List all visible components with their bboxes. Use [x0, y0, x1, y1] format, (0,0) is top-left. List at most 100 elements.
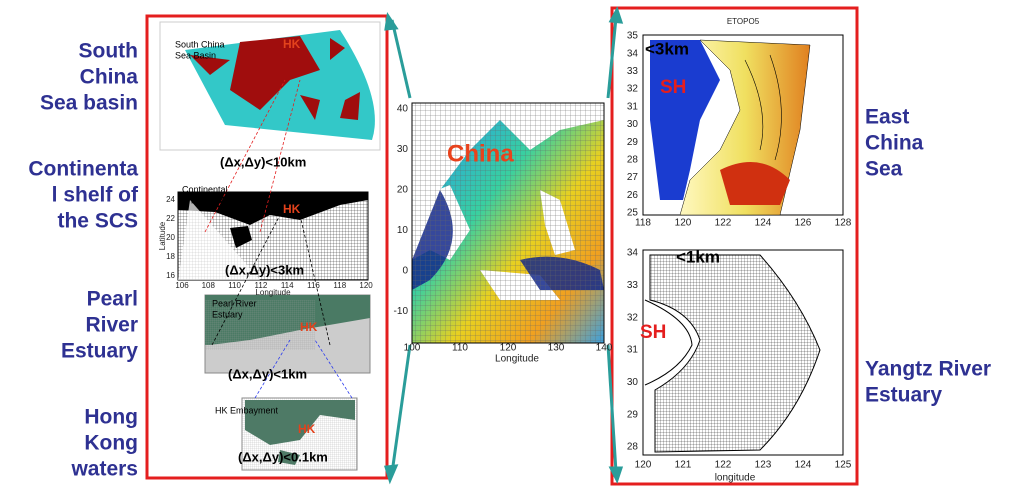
- y-tick-label: 20: [397, 185, 409, 196]
- location-marker: SH: [660, 77, 686, 98]
- zoom-lines: [204, 79, 353, 399]
- x-tick-label: 121: [675, 460, 692, 471]
- x-tick-label: 108: [202, 281, 216, 290]
- y-tick-label: 33: [627, 280, 639, 291]
- side-label: Continenta: [28, 158, 138, 181]
- resolution-label: (Δx,Δy)<3km: [225, 262, 304, 277]
- side-label: South: [79, 40, 138, 63]
- y-tick-label: 22: [166, 214, 175, 223]
- side-label: Sea: [865, 158, 903, 181]
- x-tick-label: 110: [228, 281, 241, 290]
- location-marker: HK: [300, 320, 318, 334]
- x-tick-label: 123: [755, 460, 772, 471]
- region-label: China: [447, 140, 514, 167]
- y-tick-label: 10: [397, 225, 409, 236]
- resolution-label: <3km: [645, 39, 689, 58]
- y-tick-label: 32: [627, 84, 639, 95]
- left-frame: [145, 14, 389, 480]
- yangtze-map: [642, 249, 844, 456]
- side-label: the SCS: [57, 210, 138, 233]
- y-tick-label: 31: [627, 345, 639, 356]
- resolution-label: (Δx,Δy)<0.1km: [238, 449, 328, 464]
- x-tick-label: 122: [715, 218, 732, 229]
- east-china-sea-map: [642, 34, 844, 216]
- side-label: Hong: [84, 406, 138, 429]
- side-label: Pearl: [87, 288, 138, 311]
- y-tick-label: -10: [394, 306, 409, 317]
- panel-title: Continental: [182, 184, 228, 194]
- x-tick-label: 118: [333, 281, 346, 290]
- y-axis-label: Latitude: [158, 221, 167, 250]
- resolution-label: (Δx,Δy)<10km: [220, 154, 306, 169]
- y-tick-label: 32: [627, 312, 639, 323]
- side-label: Estuary: [61, 340, 138, 363]
- resolution-label: <1km: [676, 247, 720, 266]
- x-tick-label: 120: [359, 281, 373, 290]
- x-axis-label: longitude: [715, 473, 756, 484]
- x-tick-label: 128: [835, 218, 852, 229]
- scs-basin-map: [159, 21, 381, 151]
- panel-title: HK Embayment: [215, 405, 279, 415]
- y-tick-label: 29: [627, 409, 639, 420]
- x-tick-label: 124: [795, 460, 812, 471]
- x-tick-label: 130: [548, 343, 565, 354]
- y-tick-label: 28: [627, 442, 639, 453]
- y-tick-label: 16: [166, 271, 175, 280]
- x-tick-label: 110: [452, 343, 468, 354]
- shelf-map: [177, 191, 369, 281]
- resolution-label: (Δx,Δy)<1km: [228, 366, 307, 381]
- y-tick-label: 30: [627, 377, 639, 388]
- connectors: [384, 6, 624, 485]
- y-tick-label: 35: [627, 31, 639, 42]
- x-tick-label: 124: [755, 218, 772, 229]
- y-tick-label: 20: [166, 233, 175, 242]
- x-tick-label: 120: [635, 460, 652, 471]
- x-tick-label: 140: [596, 343, 613, 354]
- panel-title: Pearl River: [212, 298, 257, 308]
- x-tick-label: 106: [175, 281, 189, 290]
- side-label: Estuary: [865, 384, 942, 407]
- x-tick-label: 100: [404, 343, 421, 354]
- location-marker: HK: [298, 422, 316, 436]
- center-map: [411, 102, 605, 344]
- panel-title: ETOPO5: [727, 17, 760, 26]
- x-tick-label: 116: [307, 281, 320, 290]
- y-tick-label: 26: [627, 190, 639, 201]
- y-tick-label: 31: [627, 101, 639, 112]
- y-tick-label: 0: [402, 266, 408, 277]
- y-tick-label: 27: [627, 172, 639, 183]
- y-tick-label: 30: [397, 144, 409, 155]
- x-tick-label: 118: [635, 218, 651, 229]
- side-label: River: [85, 314, 138, 337]
- x-tick-label: 120: [500, 343, 517, 354]
- y-tick-label: 34: [627, 48, 639, 59]
- location-marker: HK: [283, 37, 301, 51]
- panel-title: Shelf of SCS: [182, 195, 234, 205]
- x-tick-label: 112: [255, 281, 268, 290]
- y-tick-label: 33: [627, 66, 639, 77]
- side-label: Kong: [84, 432, 138, 455]
- x-axis-label: Longitude: [495, 354, 539, 365]
- y-tick-label: 40: [397, 104, 409, 115]
- panel-title: Estuary: [212, 309, 243, 319]
- y-tick-label: 18: [166, 252, 175, 261]
- x-tick-label: 120: [675, 218, 692, 229]
- x-tick-label: 122: [715, 460, 732, 471]
- side-label: Yangtz River: [865, 358, 991, 381]
- y-tick-label: 29: [627, 137, 639, 148]
- side-label: East: [865, 106, 909, 129]
- y-tick-label: 25: [627, 208, 639, 219]
- y-tick-label: 24: [166, 195, 175, 204]
- side-label: l shelf of: [52, 184, 139, 207]
- x-tick-label: 126: [795, 218, 812, 229]
- pearl-river-map: [204, 294, 371, 374]
- location-marker: SH: [640, 322, 666, 343]
- x-tick-label: 125: [835, 460, 852, 471]
- y-tick-label: 30: [627, 119, 639, 130]
- panel-title: South China: [175, 39, 225, 49]
- y-tick-label: 28: [627, 155, 639, 166]
- side-label: China: [80, 66, 139, 89]
- x-axis-label: Longitude: [255, 288, 291, 297]
- side-label: waters: [70, 458, 138, 481]
